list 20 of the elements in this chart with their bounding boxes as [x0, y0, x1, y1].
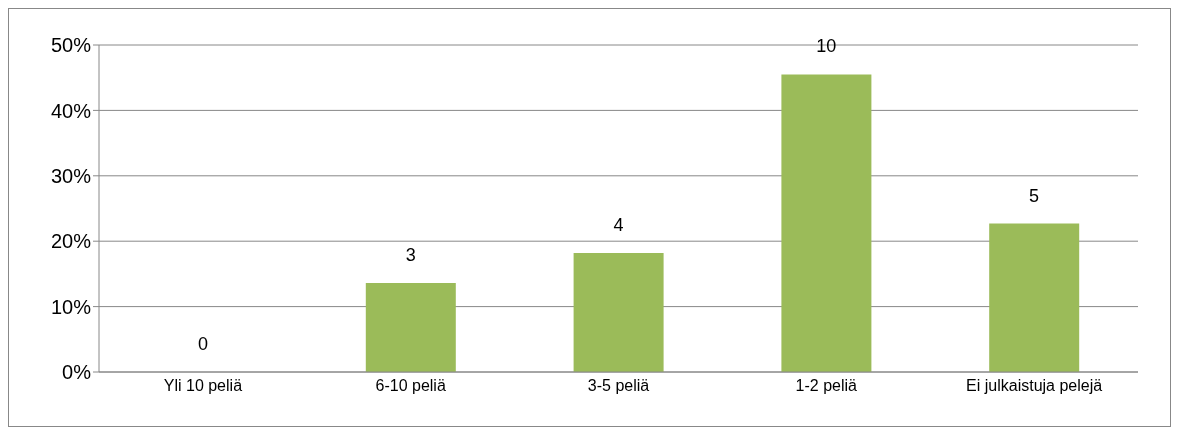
y-tick-label: 0%: [62, 361, 92, 384]
y-tick-label: 50%: [50, 34, 92, 57]
y-tick-label: 30%: [50, 164, 92, 187]
y-tick-label: 10%: [50, 295, 92, 318]
annotation: 0: [197, 334, 208, 354]
y-tick-label: 40%: [50, 99, 92, 122]
y-tick-label: 20%: [50, 230, 92, 253]
annotation: 5: [1029, 185, 1040, 206]
x-tick-label: Ei julkaistuja pelejä: [966, 377, 1103, 395]
x-tick-label: 6-10 peliä: [375, 377, 446, 395]
bar: [781, 74, 872, 372]
bar: [365, 283, 456, 372]
x-tick-label: 1-2 peliä: [795, 377, 858, 395]
bar: [573, 252, 664, 372]
x-tick-label: Yli 10 peliä: [163, 377, 243, 395]
annotation: 4: [613, 214, 624, 235]
annotation: 3: [405, 245, 416, 266]
bar: [989, 223, 1080, 372]
x-tick-label: 3-5 peliä: [587, 377, 650, 395]
annotation: 10: [816, 36, 837, 57]
